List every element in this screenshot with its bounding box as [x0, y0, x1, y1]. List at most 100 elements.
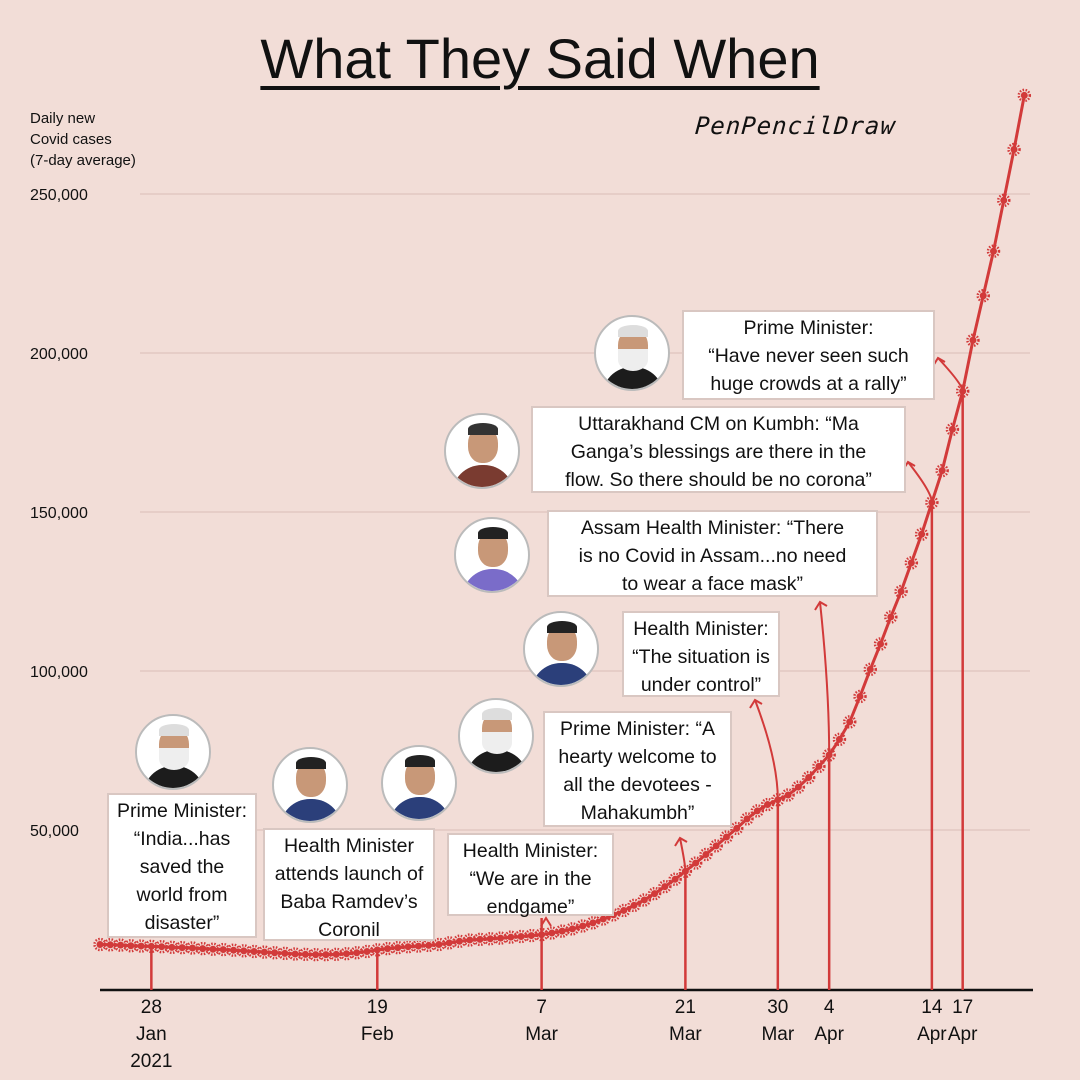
quote-line: Uttarakhand CM on Kumbh: “Ma — [578, 413, 859, 435]
data-point — [199, 945, 207, 953]
data-point — [209, 945, 217, 953]
virus-spikes-icon — [1017, 88, 1032, 103]
data-point — [384, 945, 392, 953]
data-point — [527, 932, 535, 940]
x-tick-line: 30 — [767, 997, 789, 1018]
callout-arrow — [819, 601, 831, 755]
data-point — [127, 942, 135, 950]
virus-spikes-icon — [267, 945, 282, 960]
data-point — [435, 940, 443, 948]
quote-callout: Health Minister: “The situation is under c… — [622, 611, 780, 697]
portrait-hair — [296, 757, 326, 769]
data-point — [712, 842, 720, 850]
data-point — [425, 941, 433, 949]
virus-spikes-icon — [812, 759, 826, 774]
virus-spikes-icon — [709, 839, 723, 853]
virus-spikes-icon — [935, 463, 949, 478]
data-point — [959, 387, 967, 395]
quote-line: Prime Minister: — [116, 800, 248, 822]
quote-line: all the devotees - — [563, 774, 712, 796]
data-point — [815, 762, 823, 770]
virus-spikes-icon — [575, 919, 590, 933]
quote-line: Mahakumbh” — [580, 802, 695, 824]
virus-spikes-icon — [863, 662, 877, 677]
virus-spikes-icon — [699, 847, 713, 862]
data-point — [640, 896, 648, 904]
data-point — [240, 947, 248, 955]
virus-spikes-icon — [134, 939, 148, 953]
quote-line: “India...has — [133, 828, 231, 850]
virus-spikes-icon — [257, 945, 272, 959]
data-point — [486, 935, 494, 943]
y-axis-label-line: Daily new — [30, 110, 96, 127]
x-tick-line: Apr — [947, 1024, 978, 1045]
data-point — [722, 833, 730, 841]
data-point — [312, 951, 320, 959]
x-tick-line: Apr — [917, 1024, 947, 1045]
virus-spikes-icon — [206, 942, 220, 956]
virus-spikes-icon — [668, 872, 682, 887]
virus-spikes-icon — [185, 941, 200, 955]
quote-line: Health Minister: — [633, 618, 769, 640]
data-point — [805, 774, 813, 782]
prime-minister-avatar — [594, 315, 670, 391]
x-tick-line: 4 — [823, 997, 835, 1018]
data-point — [558, 927, 566, 935]
y-axis-label: Daily new Covid cases (7-day average) — [30, 108, 136, 171]
portrait-body — [531, 663, 593, 685]
data-point — [774, 796, 782, 804]
portrait-beard — [482, 732, 512, 754]
virus-spikes-icon — [925, 495, 939, 510]
data-point — [599, 915, 607, 923]
x-tick-line: Mar — [525, 1024, 558, 1045]
data-point — [414, 942, 422, 950]
virus-spikes-icon — [750, 804, 765, 818]
portrait-body — [462, 569, 524, 591]
virus-spikes-icon — [719, 830, 734, 844]
virus-spikes-icon — [165, 940, 179, 955]
data-point — [455, 937, 463, 945]
virus-spikes-icon — [791, 780, 806, 794]
data-point — [743, 815, 751, 823]
quote-line: disaster” — [144, 912, 220, 934]
data-point — [281, 949, 289, 957]
portrait-hair — [468, 423, 498, 435]
data-point — [260, 948, 268, 956]
quote-line: endgame” — [486, 896, 575, 918]
x-tick-label: 21 Mar — [645, 994, 725, 1048]
virus-spikes-icon — [627, 898, 641, 913]
virus-spikes-icon — [647, 886, 662, 901]
y-axis-label-line: Covid cases — [30, 131, 112, 148]
quote-line: “We are in the — [469, 868, 592, 890]
virus-spikes-icon — [278, 946, 292, 961]
data-point — [630, 901, 638, 909]
x-tick-line: 2021 — [130, 1051, 173, 1072]
virus-spikes-icon — [955, 384, 970, 398]
x-tick-line: 28 — [140, 997, 162, 1018]
portrait-hair — [159, 724, 189, 736]
quote-line: “The situation is — [632, 646, 770, 668]
data-point — [969, 336, 977, 344]
data-point — [96, 940, 104, 948]
virus-spikes-icon — [288, 947, 302, 961]
quote-line: flow. So there should be no corona” — [565, 469, 872, 491]
data-point — [322, 951, 330, 959]
data-point — [466, 936, 474, 944]
virus-spikes-icon — [195, 941, 210, 956]
x-tick-label: 14 Apr — [892, 994, 972, 1048]
x-tick-label: 17 Apr — [923, 994, 1003, 1048]
quote-line: Coronil — [318, 919, 380, 941]
data-point — [938, 467, 946, 475]
quote-line: Health Minister: — [462, 840, 599, 862]
virus-spikes-icon — [113, 938, 128, 952]
quote-line: Health Minister — [283, 835, 415, 857]
callout-arrow — [754, 699, 779, 800]
portrait-body — [143, 766, 205, 788]
quote-line: under control” — [640, 674, 762, 696]
y-tick-label: 50,000 — [30, 823, 79, 840]
data-point — [989, 247, 997, 255]
data-point — [579, 922, 587, 930]
x-tick-label: 4 Apr — [789, 994, 869, 1048]
virus-spikes-icon — [884, 610, 898, 624]
data-point — [692, 859, 700, 867]
